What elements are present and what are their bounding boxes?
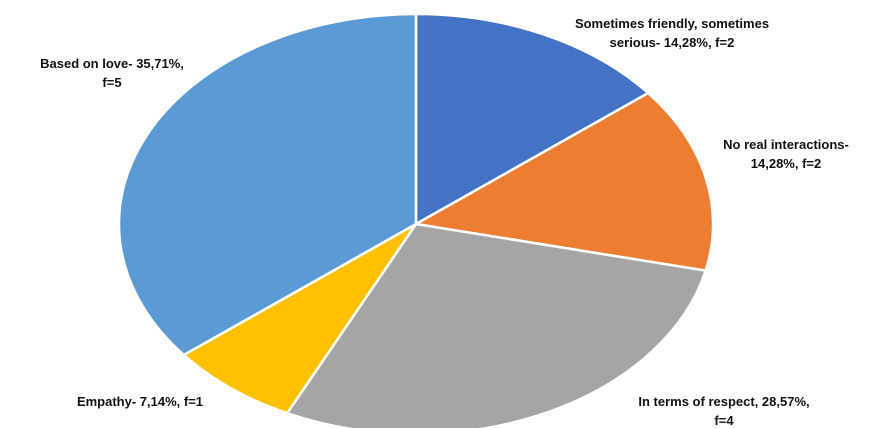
data-label-line: 14,28%, f=2	[751, 156, 821, 171]
data-label-sometimes-friendly-sometimes-serious: Sometimes friendly, sometimes serious- 14…	[575, 16, 769, 50]
pie-slice-sometimes-friendly-sometimes-serious	[414, 12, 650, 226]
pie-slice-empathy	[182, 222, 418, 415]
data-label-line: serious- 14,28%, f=2	[610, 35, 735, 50]
data-label-line: In terms of respect, 28,57%,	[638, 394, 809, 409]
pie-slice-in-terms-of-respect	[285, 222, 707, 428]
pie-slice-no-real-interactions	[414, 91, 715, 272]
data-label-line: Based on love- 35,71%,	[40, 56, 184, 71]
data-label-in-terms-of-respect: In terms of respect, 28,57%, f=4	[638, 394, 809, 428]
data-label-line: Empathy- 7,14%, f=1	[77, 394, 203, 409]
data-label-line: f=4	[714, 413, 734, 428]
pie-slice-based-on-love	[117, 12, 418, 357]
data-label-line: No real interactions-	[723, 137, 849, 152]
data-label-line: f=5	[102, 75, 121, 90]
data-label-line: Sometimes friendly, sometimes	[575, 16, 769, 31]
data-label-empathy: Empathy- 7,14%, f=1	[77, 394, 203, 409]
pie-slices	[117, 12, 715, 428]
data-label-based-on-love: Based on love- 35,71%, f=5	[40, 56, 184, 90]
data-labels: Sometimes friendly, sometimes serious- 14…	[40, 16, 849, 428]
data-label-no-real-interactions: No real interactions- 14,28%, f=2	[723, 137, 849, 171]
